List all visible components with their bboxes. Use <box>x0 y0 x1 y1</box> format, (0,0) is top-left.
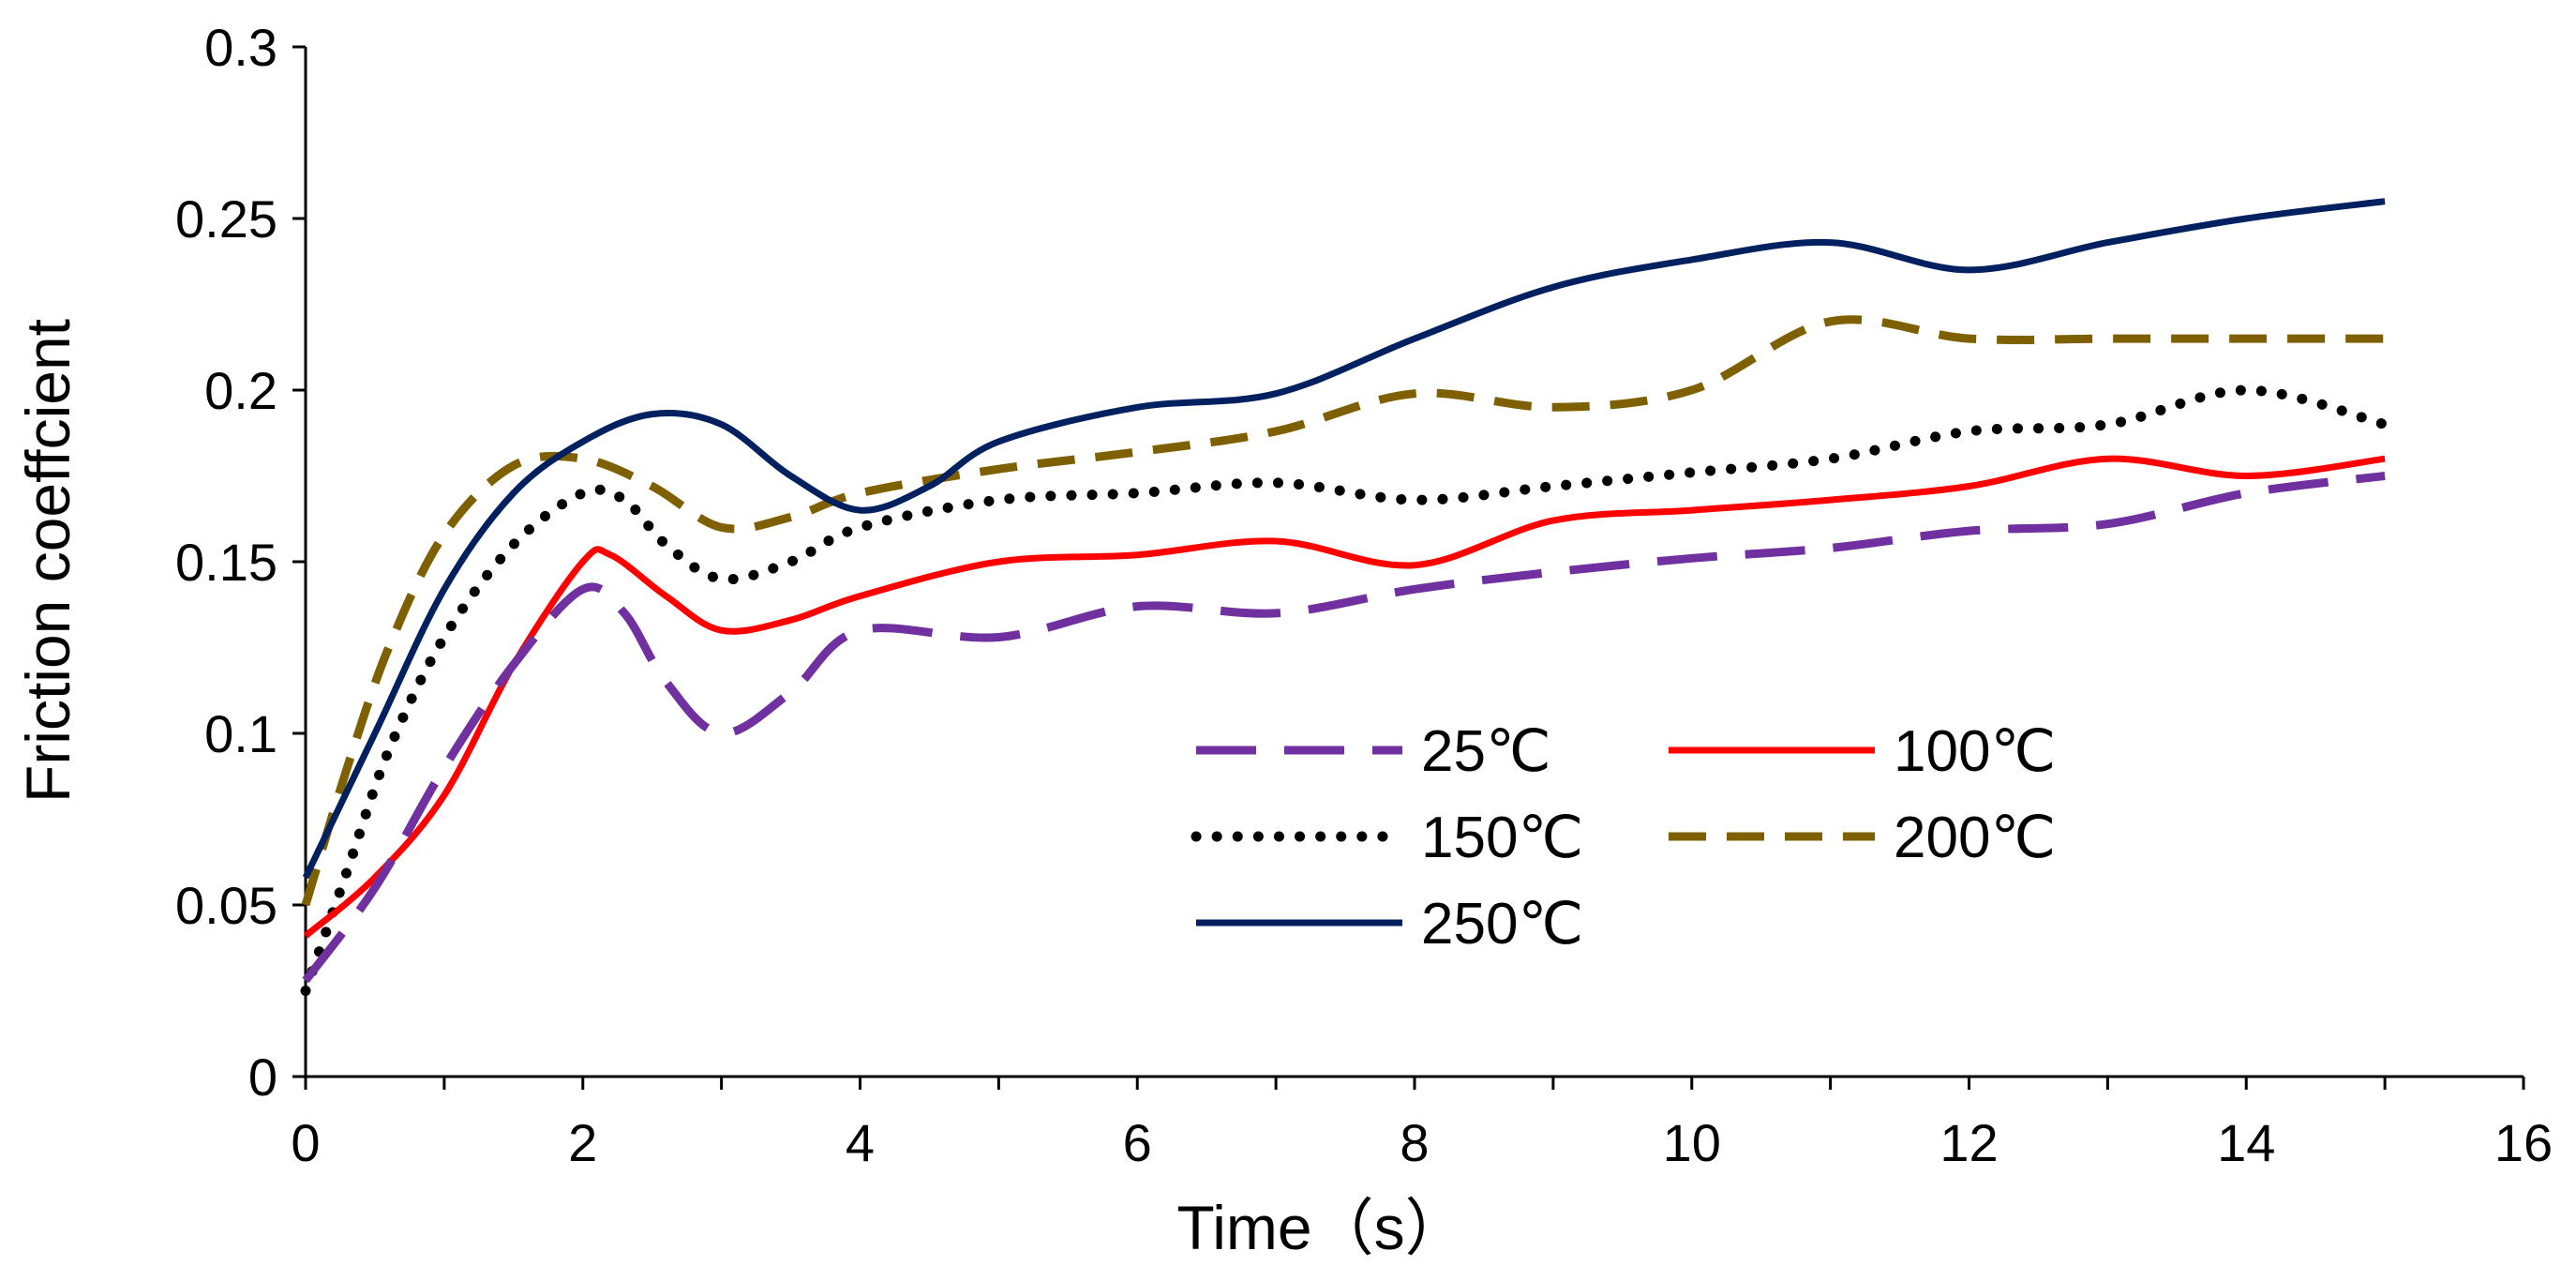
x-axis-ticks: 0 2 4 6 8 10 12 14 16 <box>291 1077 2553 1172</box>
series-layer <box>300 198 2390 996</box>
x-tick-label: 6 <box>1123 1113 1152 1172</box>
x-tick-label: 2 <box>568 1113 597 1172</box>
x-tick-label: 8 <box>1400 1113 1429 1172</box>
x-tick-label: 10 <box>1663 1113 1721 1172</box>
y-axis-ticks: 0 0.05 0.1 0.15 0.2 0.25 0.3 <box>175 18 306 1107</box>
y-tick-label: 0.15 <box>175 533 277 592</box>
series-line-200c <box>301 315 2386 907</box>
legend: 25℃ 100℃ 150℃ 200℃ 250℃ <box>1191 719 2056 957</box>
legend-label: 250℃ <box>1421 892 1583 957</box>
axes <box>304 47 2524 1078</box>
y-tick-label: 0.05 <box>175 876 277 935</box>
y-tick-label: 0 <box>248 1047 277 1107</box>
series-line-150c <box>300 384 2390 996</box>
y-axis-title: Friction coeffcient <box>13 319 82 803</box>
x-tick-label: 4 <box>846 1113 875 1172</box>
x-tick-label: 14 <box>2217 1113 2275 1172</box>
x-axis-title: Time（s） <box>1176 1193 1466 1262</box>
x-tick-label: 0 <box>291 1113 320 1172</box>
legend-label: 200℃ <box>1894 806 2056 870</box>
x-tick-label: 16 <box>2494 1113 2553 1172</box>
series-line-100c <box>303 455 2386 939</box>
legend-label: 25℃ <box>1421 719 1551 784</box>
series-line-250c <box>302 198 2386 880</box>
legend-label: 100℃ <box>1894 719 2056 784</box>
y-tick-label: 0.1 <box>204 704 277 763</box>
y-tick-label: 0.2 <box>204 361 277 420</box>
y-tick-label: 0.3 <box>204 18 277 77</box>
y-tick-label: 0.25 <box>175 189 277 249</box>
legend-label: 150℃ <box>1421 806 1583 870</box>
x-tick-label: 12 <box>1939 1113 1998 1172</box>
series-line-25c <box>302 472 2386 984</box>
